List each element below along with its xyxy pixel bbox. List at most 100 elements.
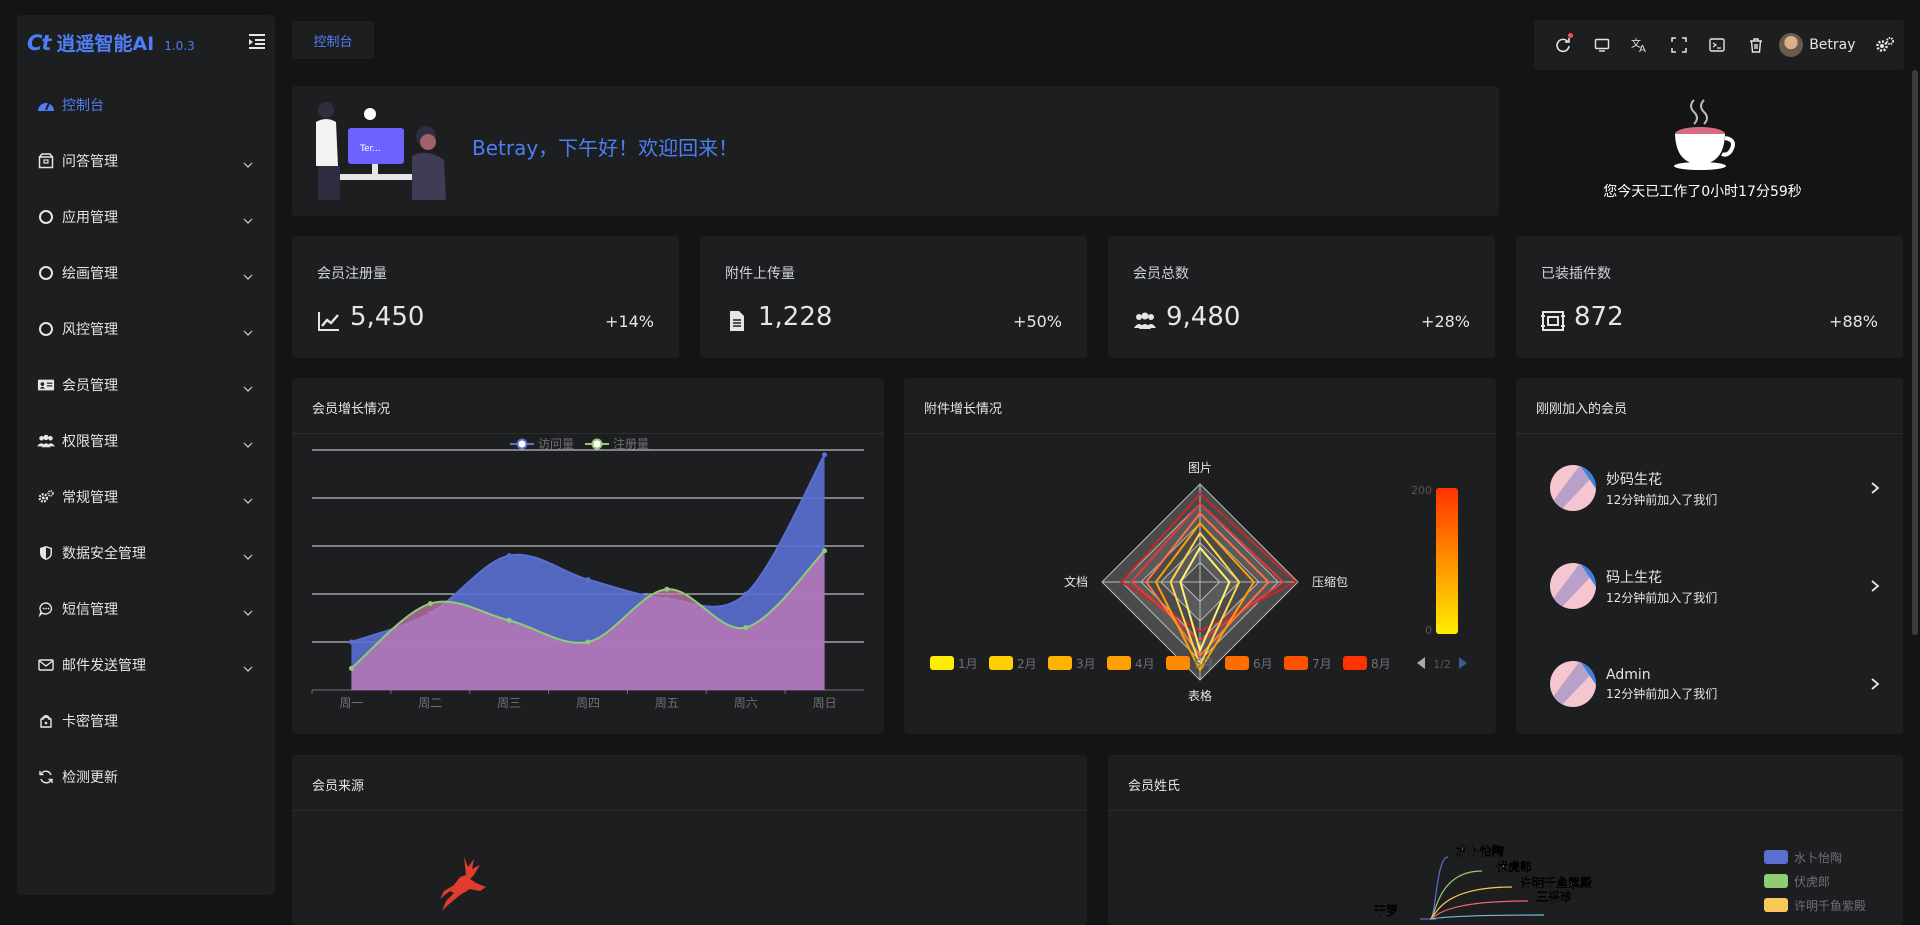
chevron-down-icon xyxy=(243,155,253,168)
gears-icon xyxy=(37,488,55,506)
data-point xyxy=(506,617,512,623)
chevron-down-icon xyxy=(243,211,253,224)
radar-series xyxy=(1154,521,1256,673)
member-source-panel: 会员来源 xyxy=(292,755,1087,925)
brand-version: 1.0.3 xyxy=(164,39,195,53)
x-tick-label: 周六 xyxy=(734,696,758,710)
divider xyxy=(292,810,1087,811)
member-list-item[interactable]: Admin 12分钟前加入了我们 xyxy=(1550,654,1880,714)
x-tick-label: 周四 xyxy=(576,696,600,710)
chevron-right-icon xyxy=(1870,578,1880,597)
panel-title: 会员来源 xyxy=(312,779,365,794)
monitor-icon[interactable] xyxy=(1583,30,1622,60)
legend-marker xyxy=(1764,850,1788,864)
sidebar-menu: 控制台 问答管理 应用管理绘画管理风控管理会员管理权限管理 常规管理 数据安全管理 短信管… xyxy=(17,77,275,805)
sidebar-item-label: 卡密管理 xyxy=(62,714,118,730)
sidebar-item-label: 绘画管理 xyxy=(62,266,118,282)
user-menu[interactable]: Betray xyxy=(1779,33,1856,57)
stat-card-uploads: 附件上传量 1,228 +50% xyxy=(700,236,1087,358)
radar-indicator-label: 压缩包 xyxy=(1312,574,1348,589)
shield-icon xyxy=(37,544,55,562)
visualmap-min: 0 xyxy=(1425,624,1432,637)
sidebar-item[interactable]: 应用管理 xyxy=(17,189,275,245)
member-list-item[interactable]: 妙码生花 12分钟前加入了我们 xyxy=(1550,458,1880,518)
panel-title: 刚刚加入的会员 xyxy=(1536,402,1628,417)
trash-icon[interactable] xyxy=(1737,30,1776,60)
tree-link xyxy=(1429,914,1545,920)
terminal-icon[interactable] xyxy=(1698,30,1737,60)
welcome-message: Betray，下午好！欢迎回来！ xyxy=(472,136,739,160)
coffee-cup-icon xyxy=(1674,99,1736,170)
radar-series xyxy=(1144,511,1270,658)
stat-title: 会员总数 xyxy=(1133,266,1189,282)
sidebar-item-label: 会员管理 xyxy=(62,378,118,394)
sidebar-item[interactable]: 风控管理 xyxy=(17,301,275,357)
stat-value: 5,450 xyxy=(350,302,425,332)
file-icon xyxy=(725,310,749,332)
tree-node-label: 许明千鱼紫殿 xyxy=(1520,875,1593,890)
data-point xyxy=(743,591,749,597)
growth-chart-panel: 会员增长情况 周一 周二 周三 周四 周五 周六 周日 访问量 注册量 xyxy=(292,378,884,734)
legend-label: 8月 xyxy=(1371,657,1391,671)
users-icon xyxy=(1133,310,1157,332)
member-joined-text: 12分钟前加入了我们 xyxy=(1606,686,1718,701)
sidebar-item[interactable]: 邮件发送管理 xyxy=(17,637,275,693)
circle-icon xyxy=(37,208,55,226)
sidebar-item[interactable]: 控制台 xyxy=(17,77,275,133)
data-point xyxy=(743,625,749,631)
brand: Ct 逍遥智能AI 1.0.3 xyxy=(27,29,195,56)
brand-name: 逍遥智能AI xyxy=(56,33,155,55)
settings-gear-icon[interactable] xyxy=(1866,30,1905,60)
member-surnames-panel: 会员姓氏 水卜怡陶 伏虎郎 许明千鱼紫殿 三采珍 干罗 水卜怡陶 伏虎郎 许明千鱼紫殿 xyxy=(1108,755,1903,925)
stat-delta: +50% xyxy=(1013,312,1062,331)
data-point xyxy=(427,601,433,607)
sidebar-item[interactable]: 短信管理 xyxy=(17,581,275,637)
series-area-注册量 xyxy=(351,550,825,690)
chevron-down-icon xyxy=(243,435,253,448)
sidebar-item[interactable]: 绘画管理 xyxy=(17,245,275,301)
panel-title: 会员增长情况 xyxy=(312,402,391,417)
chart-line-icon xyxy=(317,310,341,332)
legend-label: 访问量 xyxy=(538,437,574,451)
tab-dashboard[interactable]: 控制台 xyxy=(292,21,374,59)
id-card-icon xyxy=(37,376,55,394)
sidebar-item[interactable]: 常规管理 xyxy=(17,469,275,525)
users-icon xyxy=(37,432,55,450)
sidebar-item[interactable]: 权限管理 xyxy=(17,413,275,469)
circle-icon xyxy=(37,264,55,282)
radar-series xyxy=(1169,531,1241,668)
page-scrollbar[interactable] xyxy=(1912,70,1918,635)
tree-node-label: 三采珍 xyxy=(1536,889,1573,904)
legend-marker xyxy=(1284,656,1308,670)
legend-label: 许明千鱼紫殿 xyxy=(1794,899,1866,913)
sidebar-item[interactable]: 会员管理 xyxy=(17,357,275,413)
stat-value: 9,480 xyxy=(1166,302,1241,332)
menu-collapse-icon[interactable] xyxy=(247,31,267,51)
legend-marker xyxy=(1048,656,1072,670)
chevron-down-icon xyxy=(243,267,253,280)
fullscreen-icon[interactable] xyxy=(1660,30,1699,60)
data-point xyxy=(822,452,828,458)
radar-series xyxy=(1120,492,1298,633)
legend-label: 6月 xyxy=(1253,657,1273,671)
sidebar-item[interactable]: 卡密管理 xyxy=(17,693,275,749)
sidebar: Ct 逍遥智能AI 1.0.3 控制台 问答管理 应用管理绘画管理风控管理会员管理权… xyxy=(17,15,275,895)
chevron-right-icon xyxy=(1870,676,1880,695)
data-point xyxy=(664,586,670,592)
member-list-item[interactable]: 码上生花 12分钟前加入了我们 xyxy=(1550,556,1880,616)
refresh-cache-icon[interactable] xyxy=(1544,30,1583,60)
radar-indicator-label: 文档 xyxy=(1064,574,1088,589)
legend-marker xyxy=(989,656,1013,670)
sidebar-item[interactable]: 检测更新 xyxy=(17,749,275,805)
divider xyxy=(292,433,884,434)
attachment-chart-panel: 附件增长情况 图片 压缩包 表格 文档 200 0 1月 2月 3月 4月 5月 6月 7月 8月 1/2 xyxy=(904,378,1496,734)
radar-series xyxy=(1179,545,1231,654)
avatar xyxy=(1550,661,1596,707)
stat-title: 会员注册量 xyxy=(317,266,387,282)
circle-icon xyxy=(37,320,55,338)
sidebar-item[interactable]: 问答管理 xyxy=(17,133,275,189)
sidebar-item[interactable]: 数据安全管理 xyxy=(17,525,275,581)
chevron-down-icon xyxy=(243,323,253,336)
legend-marker xyxy=(1764,874,1788,888)
